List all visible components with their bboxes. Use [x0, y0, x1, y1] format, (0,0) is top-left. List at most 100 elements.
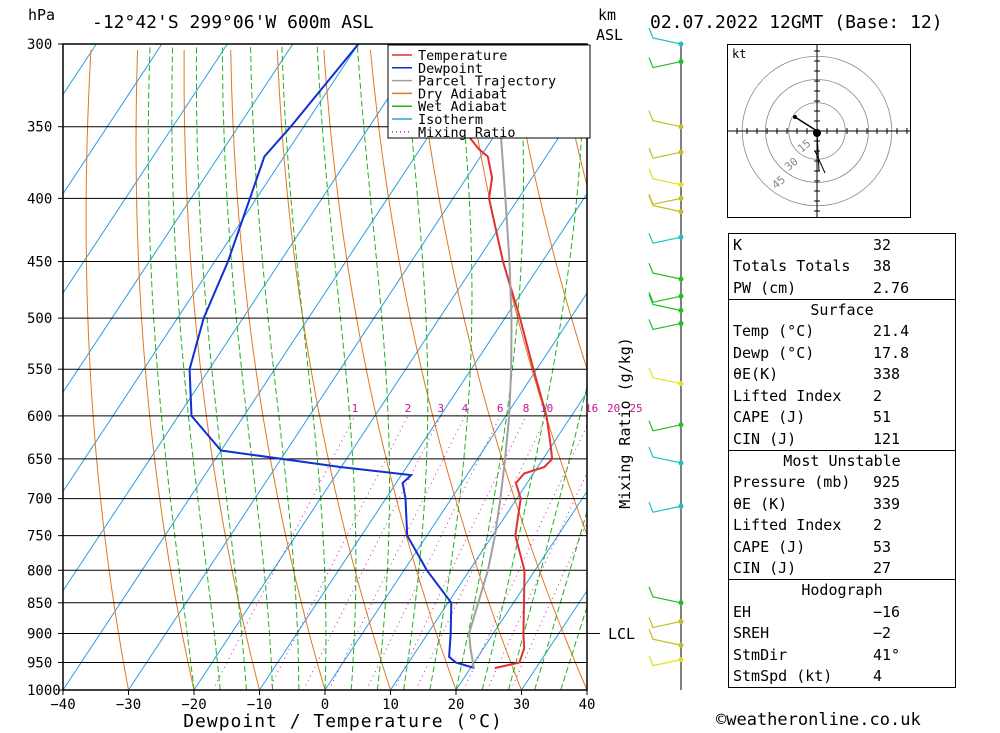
table-value: −2 [873, 624, 892, 643]
table-value: 121 [873, 429, 901, 448]
legend-entry: Dewpoint [418, 61, 483, 77]
mixing-ratio-line [212, 415, 356, 690]
pressure-tick-label: 900 [27, 626, 52, 642]
series-parcel-trajectory-line [468, 44, 513, 669]
dry-adiabat-line [323, 49, 457, 690]
table-key: StmDir [733, 645, 788, 664]
legend-entry: Parcel Trajectory [418, 74, 556, 90]
pressure-tick-label: 350 [27, 120, 52, 136]
table-key: StmSpd (kt) [733, 667, 833, 686]
pressure-tick-label: 300 [27, 37, 52, 53]
table-key: θE(K) [733, 365, 779, 384]
mixing-ratio-label: 10 [540, 402, 553, 415]
table-row: Lifted Index 2 [729, 385, 955, 407]
table-row: Totals Totals 38 [729, 256, 955, 278]
x-tick-label: 10 [382, 697, 399, 713]
x-tick-label: −20 [181, 697, 206, 713]
table-key: CIN (J) [733, 429, 797, 448]
indices-table: K 32 Totals Totals 38 PW (cm) 2.76 Surface Te… [728, 233, 956, 688]
wind-barb [648, 110, 682, 128]
table-key: PW (cm) [733, 278, 797, 297]
table-value: 32 [873, 235, 892, 254]
table-key: Lifted Index [733, 386, 842, 405]
hodograph-unit: kt [732, 47, 746, 61]
wind-barb [648, 420, 682, 432]
wet-adiabat-line [356, 44, 390, 690]
table-row: SREH −2 [729, 623, 955, 645]
table-key: Lifted Index [733, 516, 842, 535]
wet-adiabat-line [171, 44, 221, 690]
wet-adiabat-line [250, 44, 300, 690]
dry-adiabat-line [509, 49, 587, 371]
mixing-ratio-label: 6 [497, 402, 504, 415]
hodograph-trace [794, 116, 818, 132]
wet-adiabat-line [403, 44, 429, 690]
mixing-ratio-label: 20 [607, 402, 620, 415]
x-tick-label: −40 [50, 697, 75, 713]
isotherm-line [390, 391, 587, 690]
pressure-unit-label: hPa [28, 6, 56, 24]
asl-label: ASL [596, 26, 624, 44]
pressure-tick-label: 800 [27, 563, 52, 579]
pressure-tick-label: 650 [27, 452, 52, 468]
dry-adiabat-line [135, 49, 195, 690]
mixing-ratio-line [365, 415, 501, 690]
table-value: 2 [873, 386, 883, 405]
table-value: 2 [873, 516, 883, 535]
dry-adiabat-line [370, 49, 522, 690]
legend-entry: Wet Adiabat [418, 99, 507, 115]
isotherm-line [63, 44, 228, 294]
mixing-ratio-label: 2 [405, 402, 412, 415]
x-tick-label: 20 [448, 697, 465, 713]
mixing-ratio-label: 1 [352, 402, 359, 415]
isotherm-line [259, 192, 587, 690]
x-axis-label: Dewpoint / Temperature (°C) [183, 711, 503, 732]
wind-barb [648, 629, 682, 646]
pressure-tick-label: 700 [27, 492, 52, 508]
wind-barb [648, 294, 682, 312]
table-value: 38 [873, 257, 892, 276]
table-key: θE (K) [733, 494, 788, 513]
mixing-ratio-label: 4 [462, 402, 469, 415]
dry-adiabat-line [416, 49, 587, 690]
wind-barb [648, 655, 682, 667]
table-value: −16 [873, 602, 901, 621]
pressure-tick-label: 950 [27, 655, 52, 671]
surface-title: Surface [729, 298, 955, 321]
table-row: θE (K) 339 [729, 493, 955, 515]
pressure-tick-label: 500 [27, 311, 52, 327]
hodograph-storm-motion [813, 129, 821, 137]
dry-adiabat-line [85, 49, 129, 690]
table-row: CIN (J) 27 [729, 558, 955, 580]
wind-barb [648, 367, 682, 385]
dry-adiabat-line [183, 50, 260, 690]
isotherm-line [63, 44, 163, 195]
dry-adiabat-line [463, 49, 587, 537]
table-value: 41° [873, 645, 901, 664]
table-row: Lifted Index 2 [729, 515, 955, 537]
table-row: K 32 [729, 234, 955, 256]
table-key: K [733, 235, 743, 254]
wet-adiabat-line [429, 44, 473, 690]
table-key: Totals Totals [733, 257, 851, 276]
x-tick-label: 40 [579, 697, 596, 713]
pressure-tick-label: 450 [27, 255, 52, 271]
table-key: CAPE (J) [733, 537, 806, 556]
table-value: 339 [873, 494, 901, 513]
wind-barb [648, 194, 682, 206]
dry-adiabat-line [230, 49, 326, 690]
wind-barb [648, 232, 682, 244]
legend-entry: Isotherm [418, 112, 483, 128]
legend-entry: Mixing Ratio [418, 125, 516, 141]
wind-barb [648, 262, 682, 280]
x-tick-label: −30 [116, 697, 141, 713]
wind-barb [648, 27, 682, 45]
wind-barb [648, 57, 682, 69]
wind-barb [648, 147, 682, 159]
location-title: -12°42'S 299°06'W 600m ASL [92, 12, 374, 33]
mixing-ratio-label: 25 [629, 402, 642, 415]
table-value: 2.76 [873, 278, 910, 297]
y-axis-label: Mixing Ratio (g/kg) [616, 337, 634, 509]
table-row: PW (cm) 2.76 [729, 277, 955, 299]
series-temperature-line [449, 44, 554, 670]
